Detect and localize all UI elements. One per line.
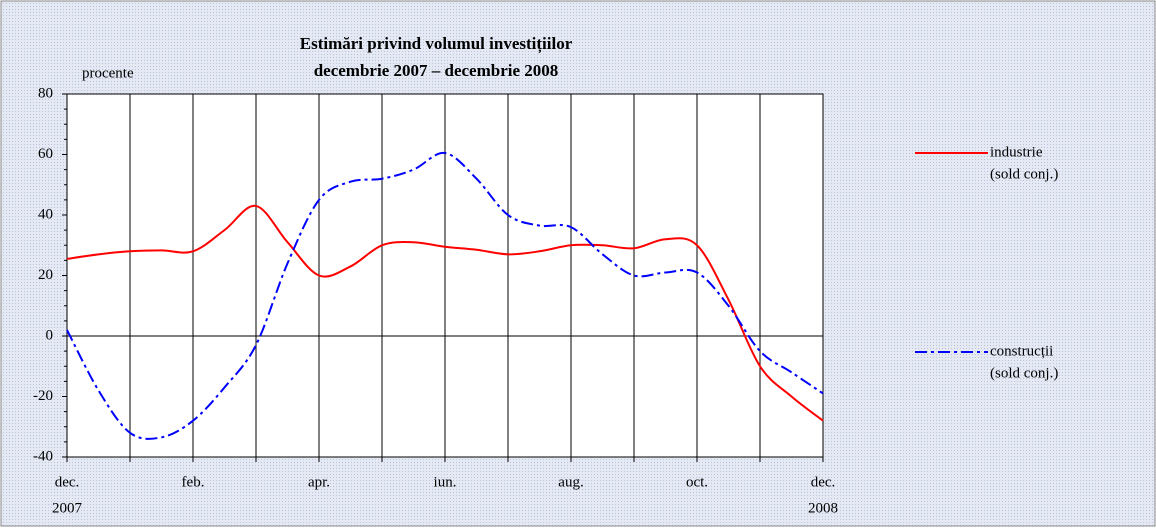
x-tick-label: iun. [434,474,457,490]
chart-subtitle: decembrie 2007 – decembrie 2008 [314,61,559,80]
y-tick-label: 20 [38,267,53,283]
x-tick-label: aug. [558,474,583,490]
x-year-label: 2008 [808,500,838,516]
y-tick-label: 0 [46,327,54,343]
x-tick-label: dec. [811,474,836,490]
x-tick-label: dec. [55,474,80,490]
x-year-label: 2007 [52,500,83,516]
series-line [66,204,824,422]
y-tick-label: 60 [38,146,53,162]
series-line [66,151,824,440]
x-tick-label: feb. [182,474,205,490]
plot-frame [66,93,824,458]
x-tick-label: apr. [308,474,330,490]
y-tick-label: -20 [33,388,53,404]
x-tick-label: oct. [686,474,708,490]
legend-label: industrie [990,144,1043,160]
y-axis-label: procente [82,65,134,81]
y-tick-label: 40 [38,206,53,222]
y-tick-label: 80 [38,85,53,101]
y-tick-label: -40 [33,448,53,464]
legend-note: (sold conj.) [990,365,1058,381]
chart-title: Estimări privind volumul investițiilor [300,34,573,54]
legend-note: (sold conj.) [990,166,1058,182]
legend-label: construcții [990,343,1053,359]
